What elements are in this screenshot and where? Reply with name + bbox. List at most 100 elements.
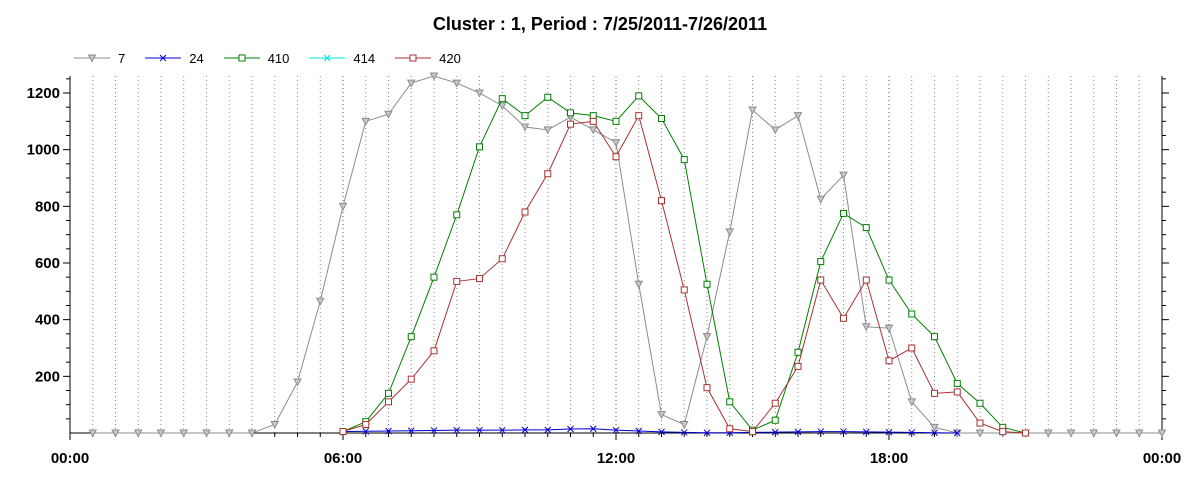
data-point <box>658 428 665 436</box>
data-point <box>635 427 643 435</box>
data-point <box>953 388 961 396</box>
data-point <box>453 211 461 219</box>
data-point <box>521 426 529 434</box>
data-point <box>953 379 961 387</box>
data-point <box>703 429 711 437</box>
data-point <box>931 333 938 341</box>
data-point <box>794 428 802 436</box>
data-point <box>88 429 98 438</box>
data-point <box>498 255 506 263</box>
x-tick-label: 12:00 <box>597 450 635 467</box>
data-point <box>612 426 620 434</box>
data-point <box>975 429 985 438</box>
data-point <box>931 389 938 397</box>
data-point <box>498 426 506 434</box>
data-point <box>726 425 734 433</box>
series-420 <box>339 112 1029 437</box>
legend-swatch <box>223 54 260 62</box>
x-tick-label: 00:00 <box>1143 450 1181 467</box>
data-point <box>588 126 598 135</box>
data-point <box>567 109 574 117</box>
data-point <box>816 195 826 204</box>
data-point <box>362 421 370 428</box>
data-point <box>862 428 870 436</box>
data-point <box>885 276 893 284</box>
data-point <box>224 429 234 438</box>
y-tick-label: 200 <box>35 368 60 385</box>
data-point <box>658 115 665 122</box>
legend-label: 420 <box>439 50 461 66</box>
x-tick-label: 06:00 <box>324 450 362 467</box>
legend-swatch <box>74 54 110 63</box>
data-point <box>771 399 779 407</box>
data-point <box>976 399 984 407</box>
data-point <box>908 310 916 318</box>
data-point <box>567 120 574 128</box>
data-point <box>476 143 483 151</box>
data-point <box>1089 429 1099 438</box>
data-point <box>771 428 779 436</box>
y-tick-label: 1200 <box>27 85 60 102</box>
legend-swatch <box>395 54 432 62</box>
data-point <box>361 117 371 126</box>
legend-label: 414 <box>353 50 376 66</box>
data-point <box>453 277 461 285</box>
data-point <box>497 102 507 111</box>
data-point <box>452 79 462 88</box>
data-point <box>771 416 779 424</box>
chart-title: Cluster : 1, Period : 7/25/2011-7/26/201… <box>432 14 768 34</box>
data-point <box>385 398 392 406</box>
data-point <box>794 348 802 356</box>
series-7 <box>88 72 1167 438</box>
data-point <box>385 427 392 435</box>
series-line <box>92 75 1162 434</box>
data-point <box>658 197 665 205</box>
data-point <box>247 429 257 438</box>
data-point <box>840 314 847 322</box>
data-point <box>612 153 620 161</box>
data-point <box>749 428 756 436</box>
data-point <box>476 275 483 283</box>
data-point <box>1157 429 1167 438</box>
legend-marker <box>238 54 246 62</box>
data-point <box>861 323 871 332</box>
series-410 <box>339 92 1029 437</box>
data-point <box>453 426 461 434</box>
data-point <box>908 429 916 436</box>
data-point <box>430 347 438 355</box>
data-point <box>839 171 848 180</box>
data-point <box>885 357 893 365</box>
data-point <box>884 324 894 333</box>
series-line <box>342 114 1026 434</box>
data-point <box>521 112 529 120</box>
data-point <box>817 428 825 435</box>
data-point <box>885 428 893 436</box>
data-point <box>315 297 325 306</box>
data-point <box>429 72 439 81</box>
data-point <box>770 126 780 135</box>
data-point <box>908 344 916 352</box>
legend-marker <box>324 54 331 62</box>
data-point <box>1022 429 1029 437</box>
legend-marker <box>87 54 97 63</box>
data-point <box>976 419 984 427</box>
data-point <box>703 384 711 392</box>
data-point <box>270 421 280 430</box>
data-point <box>385 389 392 397</box>
data-point <box>817 276 825 284</box>
data-point <box>498 95 506 103</box>
data-point <box>293 378 302 387</box>
legend-entry-420: 420 <box>395 51 461 66</box>
data-point <box>475 89 484 98</box>
data-point <box>999 428 1007 436</box>
data-point <box>406 79 416 88</box>
data-point <box>1066 429 1076 438</box>
legend-swatch <box>309 54 346 62</box>
data-point <box>521 208 529 216</box>
data-point <box>725 228 735 237</box>
data-point <box>338 202 348 211</box>
data-point <box>111 429 120 438</box>
data-point <box>840 428 847 435</box>
data-point <box>589 112 597 120</box>
legend-entry-24: 24 <box>145 51 204 66</box>
